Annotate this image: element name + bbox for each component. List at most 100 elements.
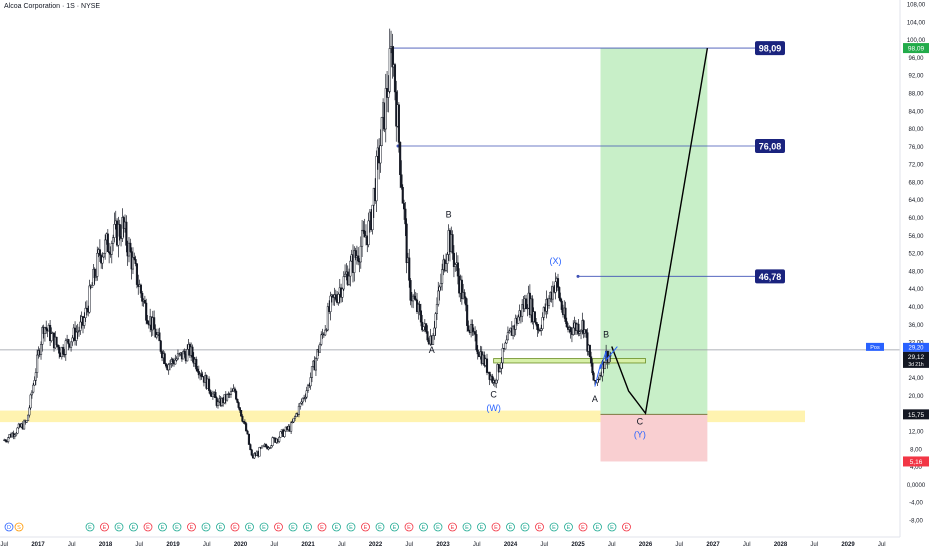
candle-body [229, 391, 233, 395]
candle-body [531, 298, 534, 323]
candle-body [297, 405, 300, 415]
candle-body [537, 329, 540, 331]
x-tick-9: 2021 [301, 542, 315, 548]
event-marker-6[interactable] [143, 522, 153, 532]
candle-body [344, 273, 347, 277]
event-marker-label-28: E [465, 525, 469, 531]
event-marker-32[interactable] [520, 522, 530, 532]
event-marker-34[interactable] [549, 522, 559, 532]
event-marker-20[interactable] [346, 522, 356, 532]
candle-body [586, 332, 589, 352]
event-marker-19[interactable] [332, 522, 341, 532]
event-marker-27[interactable] [448, 522, 457, 532]
candle-body [353, 250, 356, 273]
candle-body [325, 329, 328, 331]
target-zone [600, 48, 708, 415]
event-marker-7[interactable] [158, 522, 167, 532]
candle-body [7, 437, 10, 442]
wave-label-7: C [637, 416, 644, 426]
event-marker-5[interactable] [129, 522, 138, 532]
candle-body [582, 320, 585, 334]
event-marker-9[interactable] [187, 522, 196, 532]
candle-body [171, 359, 174, 362]
candle-body [295, 413, 298, 417]
candle-body [67, 339, 70, 345]
event-marker-31[interactable] [506, 522, 515, 532]
candle-body [243, 421, 246, 424]
event-marker-label-5: E [132, 525, 136, 531]
x-tick-23: 2028 [774, 542, 788, 548]
candle-body [233, 388, 236, 392]
x-tick-8: Jul [270, 542, 278, 548]
event-marker-12[interactable] [230, 522, 240, 532]
candle-body [559, 297, 562, 302]
event-marker-38[interactable] [607, 522, 617, 532]
candle-body [603, 362, 606, 369]
candle-body [237, 402, 240, 408]
event-marker-26[interactable] [433, 522, 443, 532]
candle-body [525, 298, 528, 310]
candle-body [186, 349, 189, 362]
candle-body [209, 390, 212, 395]
candle-body [558, 287, 561, 299]
wave-label-8: (Y) [634, 430, 646, 440]
event-marker-30[interactable] [491, 522, 501, 532]
candle-body [158, 332, 161, 342]
event-marker-39[interactable] [622, 522, 631, 532]
candle-body [290, 422, 293, 432]
event-marker-28[interactable] [462, 522, 472, 532]
candle-body [521, 304, 524, 317]
event-marker-3[interactable] [100, 522, 109, 532]
event-marker-4[interactable] [114, 522, 124, 532]
event-marker-label-8: E [175, 525, 179, 531]
candle-body [454, 264, 457, 267]
candle-body [16, 427, 19, 434]
event-marker-2[interactable] [85, 522, 95, 532]
wave-label-3: (W) [486, 403, 501, 413]
candle-body [433, 327, 436, 336]
pos-tag-label: Pos [870, 345, 880, 351]
candle-body [153, 317, 156, 330]
current-price-tag-bg [903, 351, 929, 368]
y-tick-8: 76,00 [908, 145, 924, 151]
level-anchor-2 [576, 274, 580, 278]
event-marker-15[interactable] [274, 522, 283, 532]
candle-body [591, 362, 594, 374]
event-marker-37[interactable] [593, 522, 602, 532]
event-marker-36[interactable] [578, 522, 588, 532]
event-marker-10[interactable] [201, 522, 211, 532]
event-marker-17[interactable] [303, 522, 312, 532]
event-marker-8[interactable] [172, 522, 182, 532]
candle-body [26, 414, 30, 422]
event-marker-14[interactable] [259, 522, 269, 532]
event-marker-23[interactable] [390, 522, 399, 532]
candle-body [361, 229, 364, 247]
event-marker-35[interactable] [564, 522, 573, 532]
candle-body [590, 356, 593, 364]
event-marker-0[interactable] [4, 522, 14, 532]
event-marker-22[interactable] [375, 522, 385, 532]
y-tick-29: -8,00 [909, 519, 923, 525]
candle-body [108, 251, 111, 254]
event-marker-16[interactable] [288, 522, 298, 532]
event-marker-25[interactable] [419, 522, 428, 532]
candle-body [41, 327, 44, 345]
event-marker-29[interactable] [477, 522, 486, 532]
event-marker-21[interactable] [361, 522, 370, 532]
candle-body [405, 223, 408, 264]
event-marker-1[interactable] [14, 522, 24, 532]
x-tick-20: Jul [675, 542, 683, 548]
candle-body [84, 307, 87, 318]
event-marker-18[interactable] [317, 522, 327, 532]
event-marker-13[interactable] [245, 522, 254, 532]
event-marker-label-22: E [378, 525, 382, 531]
level-tag-2 [755, 269, 785, 284]
event-marker-33[interactable] [535, 522, 544, 532]
y-tick-1: 104,00 [907, 20, 926, 26]
candle-body [565, 321, 568, 328]
candle-body [155, 334, 158, 338]
event-marker-label-35: E [567, 525, 571, 531]
event-marker-11[interactable] [216, 522, 225, 532]
event-marker-24[interactable] [404, 522, 414, 532]
